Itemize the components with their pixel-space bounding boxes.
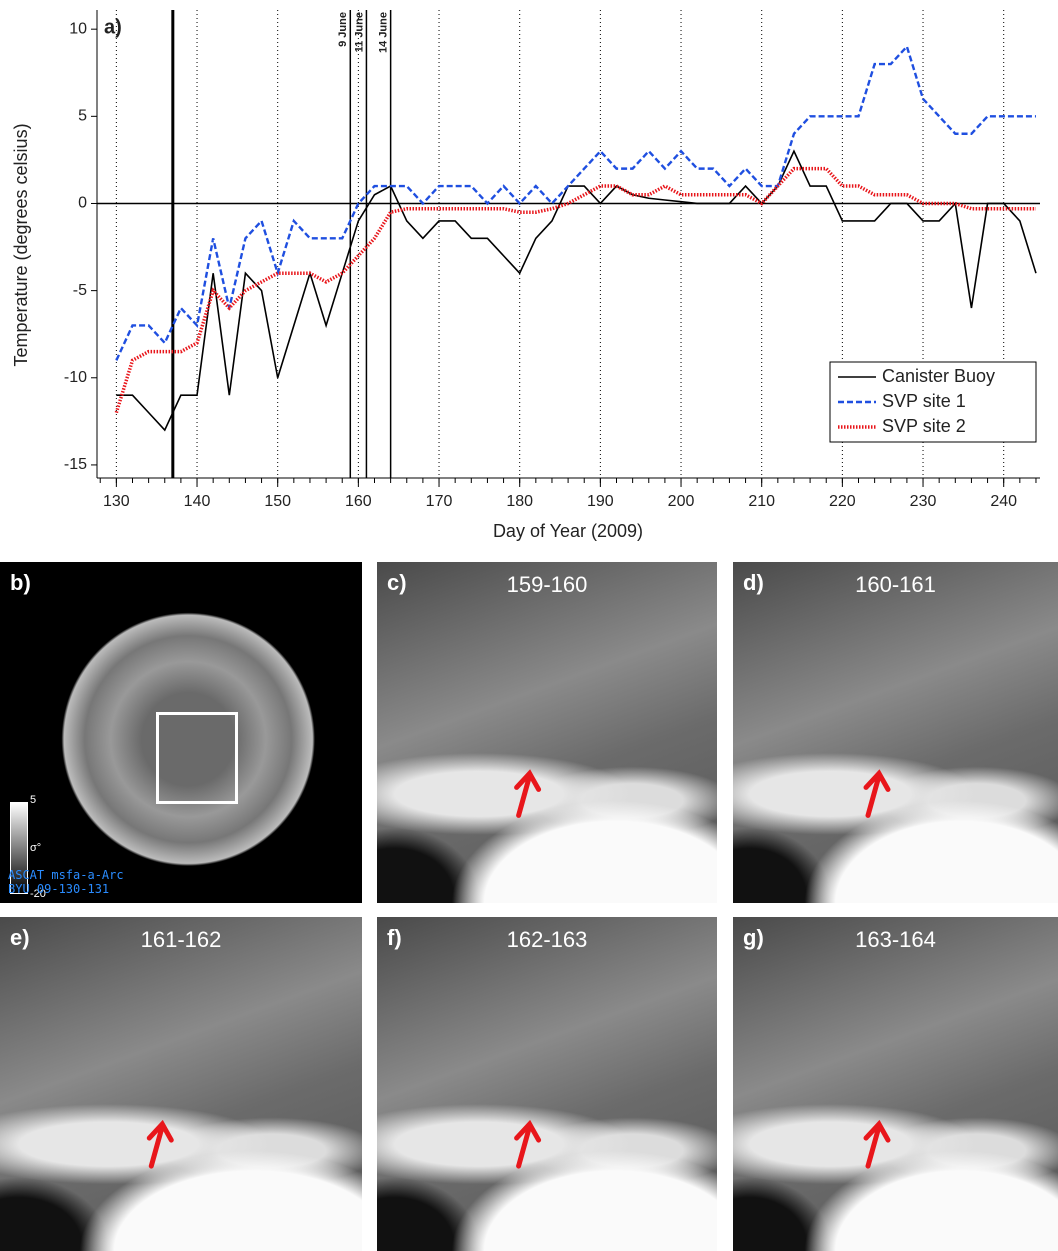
x-tick-label: 160 (345, 493, 372, 510)
x-tick-label: 170 (426, 493, 453, 510)
arrow (863, 1119, 891, 1169)
series-line (116, 149, 1037, 432)
colorbar-symbol: σ° (30, 842, 42, 854)
satellite-image (733, 562, 1058, 903)
x-tick-label: 230 (910, 493, 937, 510)
chart: a) Day of Year (2009) Temperature (degre… (11, 10, 1040, 541)
arrow-shape (863, 769, 891, 818)
satellite-image (377, 917, 717, 1251)
satellite-image (377, 562, 717, 903)
panel-label: d) (743, 570, 764, 595)
event-label: 9 June (337, 12, 349, 47)
x-tick-label: 180 (506, 493, 533, 510)
panel-label: a) (104, 16, 122, 38)
arrow (146, 1119, 174, 1169)
y-tick-label: 10 (69, 20, 87, 37)
colorbar-min: -20 (30, 888, 46, 900)
y-tick-label: -15 (64, 456, 87, 473)
image-panel: f) 162-163 (377, 917, 717, 1251)
credit-text: ASCAT msfa-a-Arc (8, 868, 124, 882)
inset-box (156, 712, 238, 804)
panel-title: 160-161 (855, 572, 936, 597)
legend-label: Canister Buoy (882, 366, 995, 386)
image-panel: g) 163-164 (733, 917, 1058, 1251)
x-tick-label: 240 (990, 493, 1017, 510)
satellite-image (0, 917, 362, 1251)
panel-label: g) (743, 925, 764, 950)
colorbar (10, 802, 28, 894)
series-line (114, 166, 1036, 414)
event-label: 14 June (378, 12, 390, 53)
panel-title: 161-162 (140, 927, 222, 952)
x-tick-label: 220 (829, 493, 856, 510)
credit-text: BYU 09-130-131 (8, 882, 110, 896)
satellite-image (0, 562, 362, 903)
arrow (514, 769, 542, 818)
panel-title: 162-163 (506, 927, 588, 952)
y-tick-label: 0 (78, 195, 87, 212)
x-tick-label: 130 (103, 493, 130, 510)
arrow-shape (514, 769, 542, 818)
panel-label: f) (387, 925, 402, 950)
panel-title: 159-160 (506, 572, 588, 597)
panel-label: b) (10, 570, 31, 595)
x-axis-label: Day of Year (2009) (493, 521, 643, 541)
image-panel: e) 161-162 (0, 917, 362, 1251)
colorbar-max: 5 (30, 794, 37, 806)
series-line (115, 44, 1036, 361)
arrow-shape (863, 1119, 891, 1169)
panel-label: c) (387, 570, 407, 595)
x-tick-label: 200 (668, 493, 695, 510)
y-tick-label: -10 (64, 369, 87, 386)
x-tick-label: 140 (184, 493, 211, 510)
image-panel: d) 160-161 (733, 562, 1058, 903)
arrow-shape (146, 1119, 174, 1169)
panel-label: e) (10, 925, 30, 950)
legend-box (829, 361, 1037, 443)
x-tick-label: 210 (748, 493, 775, 510)
satellite-image (733, 917, 1058, 1251)
y-tick-label: 5 (78, 108, 87, 125)
x-tick-label: 190 (587, 493, 614, 510)
arrow-shape (514, 1119, 542, 1169)
arrow (514, 1119, 542, 1169)
x-tick-label: 150 (264, 493, 291, 510)
image-panel: b) 5 σ° -20 ASCAT msfa-a-Arc BYU 09-130-131 (0, 562, 362, 903)
y-axis-label: Temperature (degrees celsius) (11, 123, 31, 366)
event-label: 11 June (353, 12, 365, 52)
image-panel: c) 159-160 (377, 562, 717, 903)
arrow (863, 769, 891, 818)
panel-title: 163-164 (855, 927, 936, 952)
y-tick-label: -5 (73, 282, 87, 299)
legend-label: SVP site 2 (882, 416, 966, 436)
legend-label: SVP site 1 (882, 391, 966, 411)
